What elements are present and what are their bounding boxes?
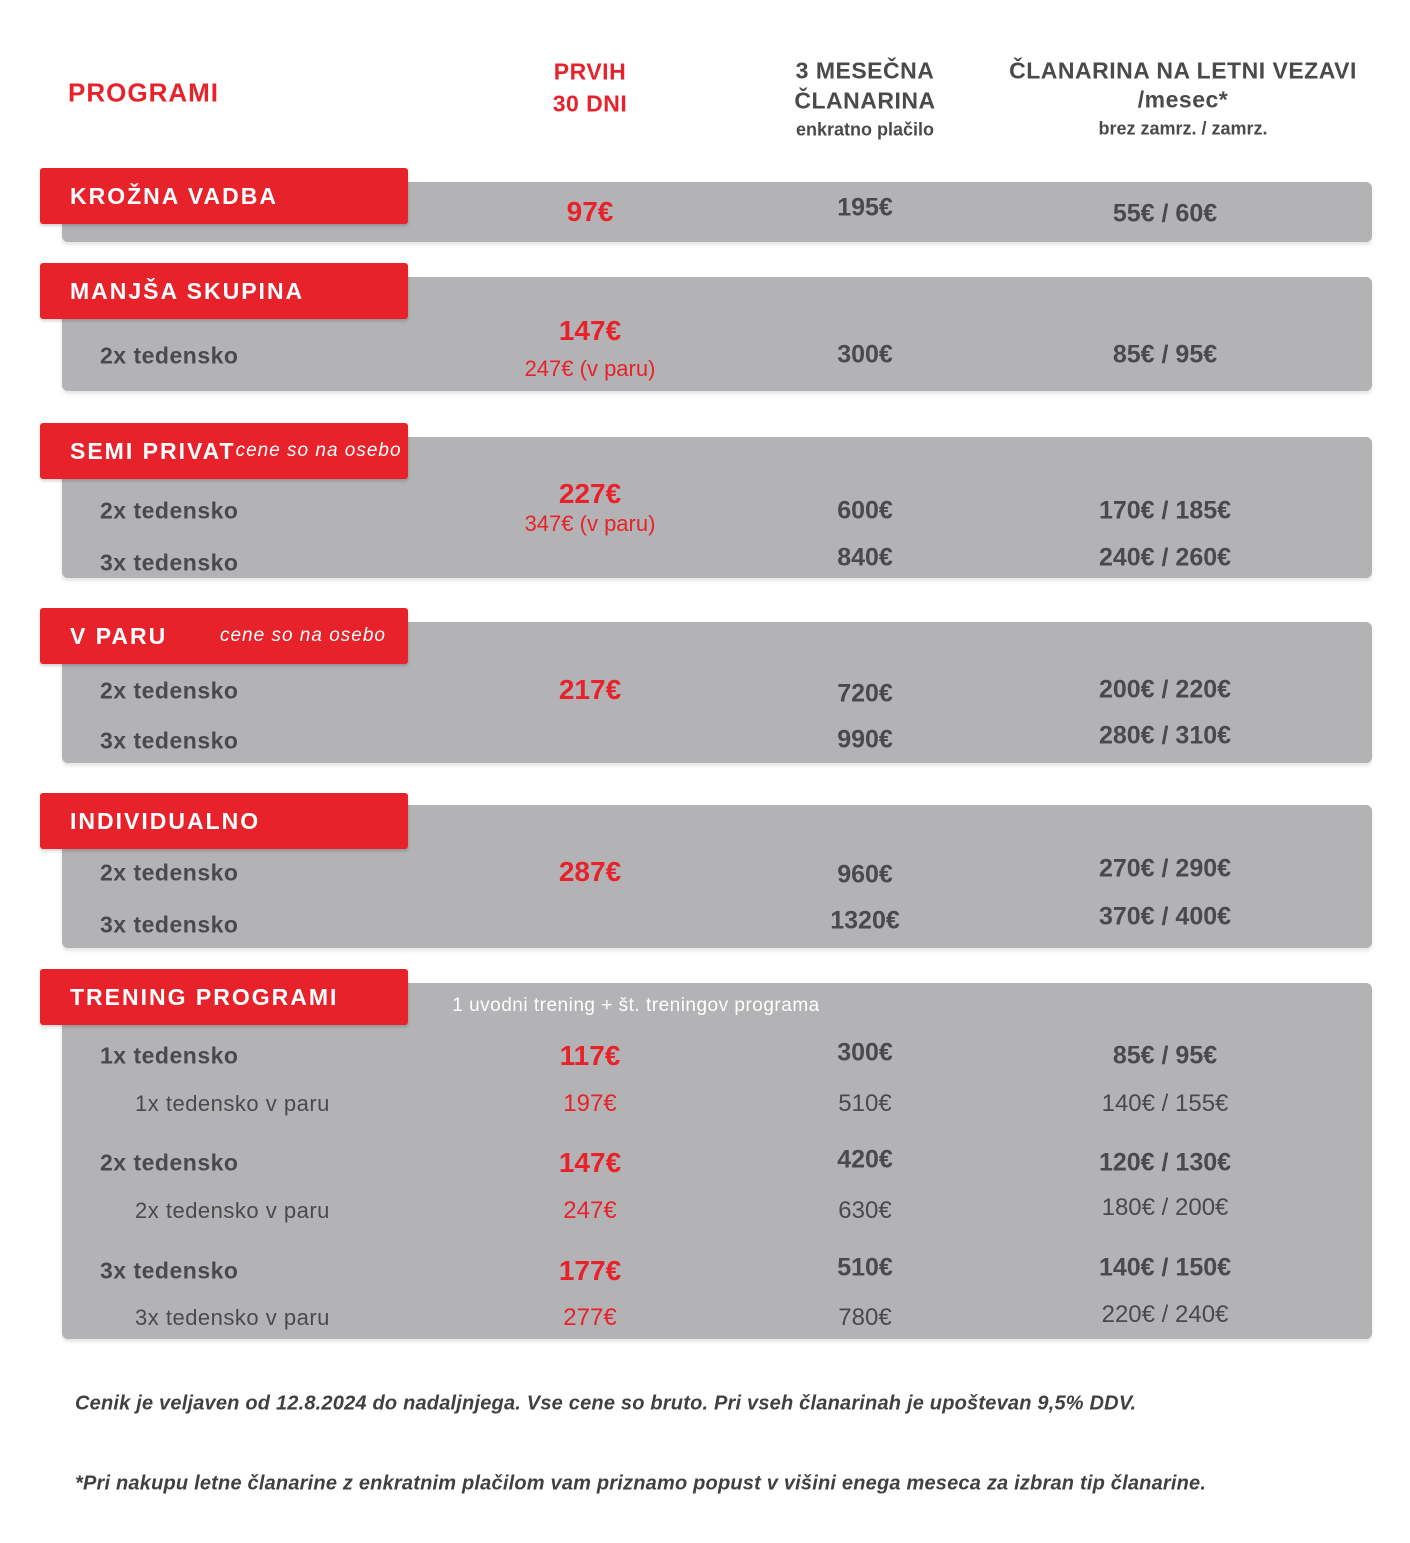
price-yearly: 370€ / 400€ bbox=[1098, 902, 1232, 931]
section-note: cene so na osebo bbox=[219, 625, 386, 646]
price-first30-pair: 347€ (v paru) bbox=[524, 511, 656, 536]
section-badge-v-paru: V PARU cene so na osebo bbox=[40, 608, 408, 664]
program-row-label: 3x tedensko v paru bbox=[135, 1305, 330, 1330]
header-three-month-line1: 3 MESEČNA bbox=[795, 57, 935, 84]
footnote-validity: Cenik je veljaven od 12.8.2024 do nadalj… bbox=[75, 1392, 1137, 1415]
program-row-label: 3x tedensko bbox=[100, 727, 239, 754]
header-three-month-line2: ČLANARINA bbox=[794, 87, 936, 114]
header-first30-line1: PRVIH bbox=[553, 58, 627, 85]
price-three-month: 1320€ bbox=[830, 906, 900, 935]
section-label: INDIVIDUALNO bbox=[70, 807, 261, 834]
price-three-month: 960€ bbox=[837, 860, 893, 889]
section-badge-krozna-vadba: KROŽNA VADBA bbox=[40, 168, 408, 224]
section-badge-trening-programi: TRENING PROGRAMI bbox=[40, 969, 408, 1025]
section-badge-manjsa-skupina: MANJŠA SKUPINA bbox=[40, 263, 408, 319]
price-yearly: 180€ / 200€ bbox=[1101, 1194, 1229, 1221]
program-row-label: 2x tedensko v paru bbox=[135, 1198, 330, 1223]
price-first30: 177€ bbox=[558, 1255, 622, 1286]
price-yearly: 270€ / 290€ bbox=[1098, 854, 1232, 883]
price-three-month: 720€ bbox=[837, 679, 893, 708]
program-row-label: 1x tedensko v paru bbox=[135, 1091, 330, 1116]
price-yearly: 280€ / 310€ bbox=[1098, 721, 1232, 750]
section-badge-individualno: INDIVIDUALNO bbox=[40, 793, 408, 849]
section-label: V PARU bbox=[70, 622, 168, 649]
header-yearly-line2: /mesec* bbox=[1137, 86, 1229, 113]
price-first30: 217€ bbox=[558, 674, 622, 705]
price-three-month: 195€ bbox=[837, 193, 893, 222]
price-yearly: 140€ / 155€ bbox=[1101, 1090, 1229, 1117]
price-three-month: 510€ bbox=[837, 1253, 893, 1282]
price-yearly: 85€ / 95€ bbox=[1112, 340, 1218, 369]
program-row-label: 3x tedensko bbox=[100, 549, 239, 576]
section-label: SEMI PRIVAT bbox=[70, 437, 236, 464]
price-yearly: 140€ / 150€ bbox=[1098, 1253, 1232, 1282]
program-row-label: 3x tedensko bbox=[100, 1257, 239, 1284]
price-three-month: 630€ bbox=[838, 1197, 892, 1224]
program-row-label: 1x tedensko bbox=[100, 1042, 239, 1069]
price-first30-pair: 247€ (v paru) bbox=[524, 356, 656, 381]
header-three-month-sub: enkratno plačilo bbox=[795, 119, 935, 140]
price-first30: 227€ bbox=[558, 478, 622, 509]
price-yearly: 170€ / 185€ bbox=[1098, 496, 1232, 525]
price-yearly: 200€ / 220€ bbox=[1098, 675, 1232, 704]
section-label: TRENING PROGRAMI bbox=[70, 983, 339, 1010]
price-three-month: 780€ bbox=[838, 1304, 892, 1331]
price-yearly: 120€ / 130€ bbox=[1098, 1148, 1232, 1177]
price-first30: 277€ bbox=[563, 1304, 617, 1331]
section-note: cene so na osebo bbox=[235, 440, 402, 461]
header-yearly-sub: brez zamrz. / zamrz. bbox=[1098, 118, 1268, 139]
header-yearly-line1: ČLANARINA NA LETNI VEZAVI bbox=[1009, 57, 1357, 84]
page-title: PROGRAMI bbox=[68, 77, 219, 108]
price-first30: 147€ bbox=[558, 315, 622, 346]
row-background bbox=[62, 983, 1372, 1339]
price-three-month: 600€ bbox=[837, 496, 893, 525]
price-first30: 147€ bbox=[558, 1147, 622, 1178]
program-row-label: 2x tedensko bbox=[100, 342, 239, 369]
price-three-month: 840€ bbox=[837, 543, 893, 572]
footnote-discount: *Pri nakupu letne članarine z enkratnim … bbox=[75, 1472, 1207, 1495]
program-row-label: 2x tedensko bbox=[100, 677, 239, 704]
price-first30: 117€ bbox=[559, 1040, 621, 1071]
section-subtitle: 1 uvodni trening + št. treningov program… bbox=[452, 995, 820, 1016]
price-yearly: 55€ / 60€ bbox=[1112, 199, 1218, 228]
price-three-month: 300€ bbox=[837, 1038, 893, 1067]
program-row-label: 2x tedensko bbox=[100, 497, 239, 524]
program-row-label: 2x tedensko bbox=[100, 1149, 239, 1176]
price-three-month: 990€ bbox=[837, 725, 893, 754]
section-label: KROŽNA VADBA bbox=[70, 182, 278, 209]
price-three-month: 420€ bbox=[837, 1145, 893, 1174]
price-three-month: 300€ bbox=[837, 340, 893, 369]
price-first30: 197€ bbox=[563, 1090, 617, 1117]
price-first30: 97€ bbox=[566, 196, 614, 227]
price-yearly: 85€ / 95€ bbox=[1112, 1041, 1218, 1070]
price-first30: 287€ bbox=[558, 856, 622, 887]
header-first30-line2: 30 DNI bbox=[552, 90, 628, 117]
price-yearly: 220€ / 240€ bbox=[1101, 1301, 1229, 1328]
program-row-label: 2x tedensko bbox=[100, 859, 239, 886]
program-row-label: 3x tedensko bbox=[100, 911, 239, 938]
section-badge-semi-privat: SEMI PRIVAT cene so na osebo bbox=[40, 423, 408, 479]
price-yearly: 240€ / 260€ bbox=[1098, 543, 1232, 572]
section-label: MANJŠA SKUPINA bbox=[70, 277, 305, 304]
price-first30: 247€ bbox=[563, 1197, 617, 1224]
price-three-month: 510€ bbox=[838, 1090, 892, 1117]
